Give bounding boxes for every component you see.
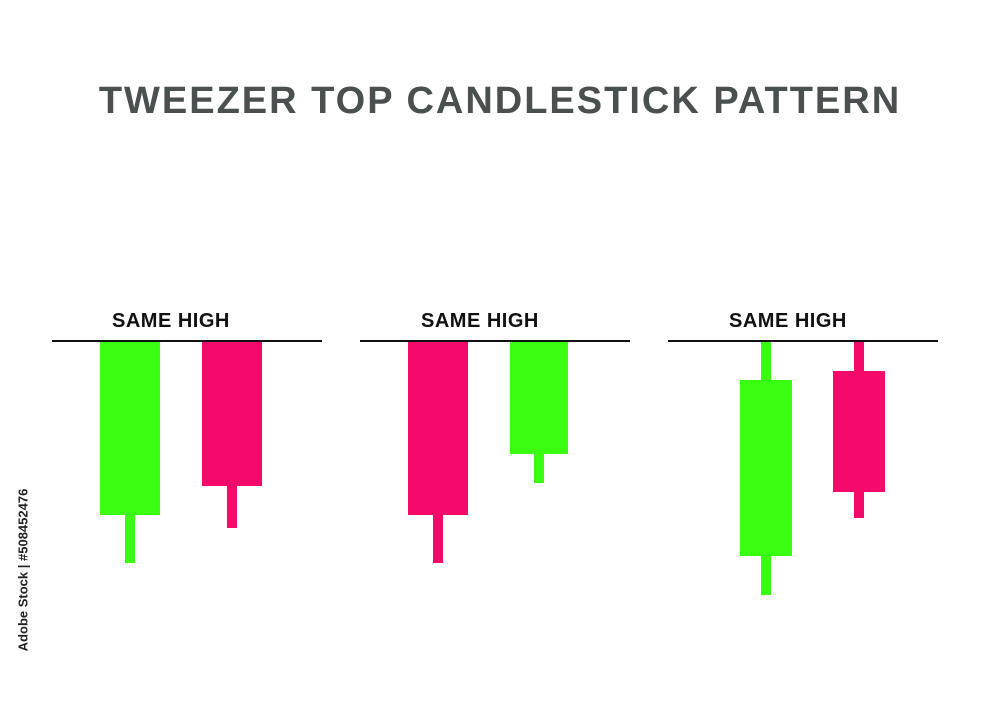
bearish-candle-body [833,370,885,493]
same-high-label: SAME HIGH [729,310,847,332]
candle-lower-wick [125,514,135,563]
bearish-candle-body [408,342,468,515]
same-high-line [52,340,322,342]
same-high-label: SAME HIGH [421,310,539,332]
candle-upper-wick [761,342,771,381]
bullish-candle-body [740,380,792,557]
candle-lower-wick [761,556,771,595]
same-high-label: SAME HIGH [112,310,230,332]
diagram-title: TWEEZER TOP CANDLESTICK PATTERN [98,80,902,122]
stock-watermark: Adobe Stock | #508452476 [10,470,36,670]
watermark-text: Adobe Stock | #508452476 [15,488,31,652]
bearish-candle-body [202,342,262,486]
pattern-panel-1: SAME HIGH [52,300,322,563]
candle-lower-wick [433,514,443,563]
candle-lower-wick [854,492,864,518]
bullish-candle-body [510,342,568,454]
candle-lower-wick [227,486,237,528]
same-high-line [668,340,938,342]
pattern-panel-2: SAME HIGH [360,300,630,563]
candle-lower-wick [534,454,544,483]
pattern-panel-3: SAME HIGH [668,300,938,595]
candle-upper-wick [854,342,864,371]
same-high-line [360,340,630,342]
bullish-candle-body [100,342,160,515]
